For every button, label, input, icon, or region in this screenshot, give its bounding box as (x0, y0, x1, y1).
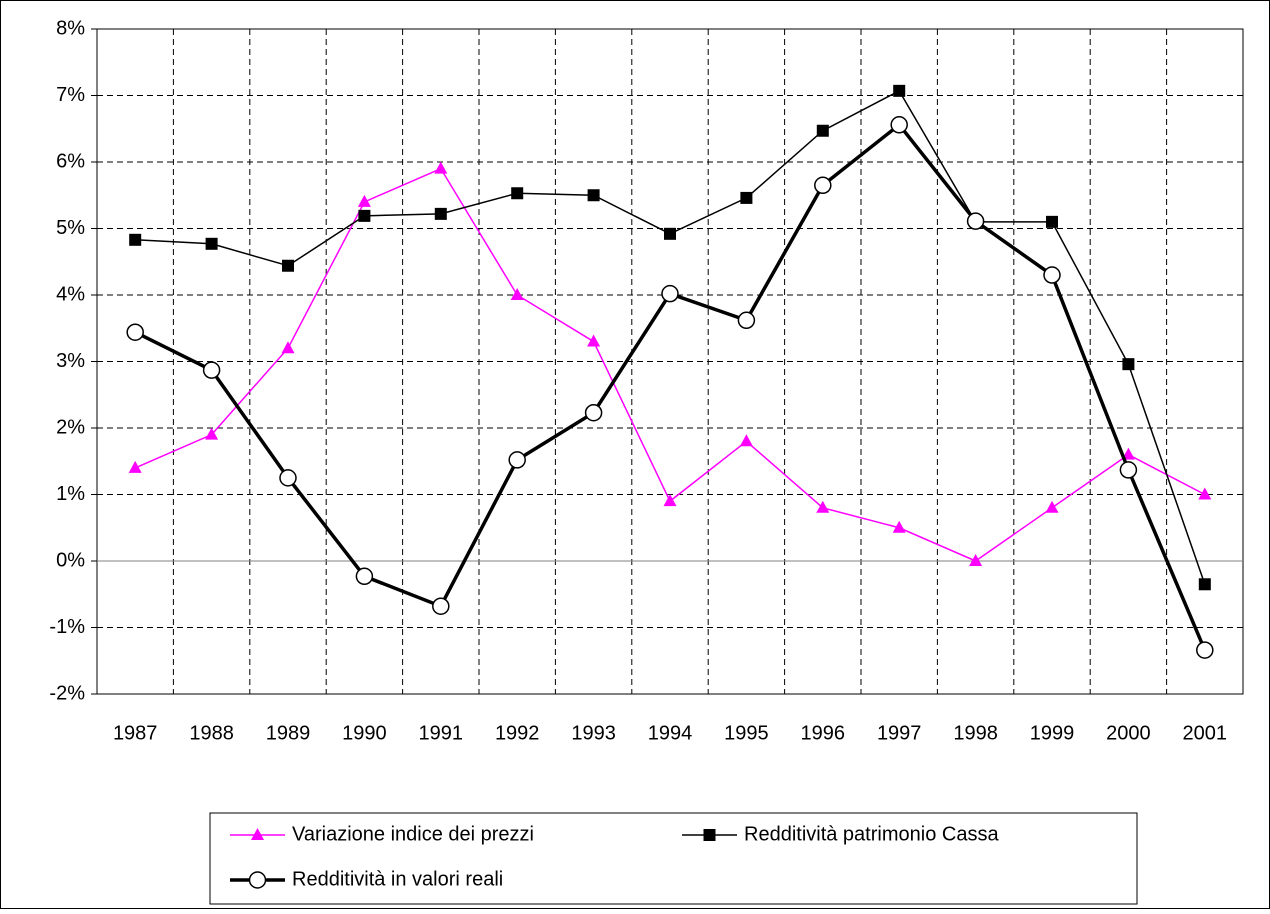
point (816, 500, 830, 513)
y-tick-label: 6% (56, 150, 85, 172)
point (584, 403, 603, 422)
point (128, 460, 142, 473)
x-tick-label: 1992 (495, 722, 540, 744)
point (205, 237, 218, 250)
point (357, 194, 371, 207)
point (1119, 461, 1138, 479)
y-tick-label: -1% (49, 616, 85, 638)
x-tick-label: 1993 (571, 722, 616, 744)
point (664, 227, 676, 240)
point (969, 554, 983, 566)
x-tick-label: 1995 (724, 722, 769, 744)
point (205, 427, 219, 440)
legend-marker (251, 828, 264, 840)
point (1043, 266, 1061, 284)
point (1198, 578, 1211, 591)
point (739, 434, 753, 447)
point (508, 451, 526, 469)
x-tick-label: 1999 (1030, 722, 1075, 744)
point (358, 209, 371, 222)
x-tick-label: 1987 (113, 722, 158, 744)
point (511, 187, 524, 200)
point (816, 124, 829, 137)
point (663, 494, 677, 507)
y-tick-label: 8% (56, 17, 85, 39)
y-tick-label: 5% (56, 217, 85, 239)
point (202, 361, 221, 379)
point (510, 288, 524, 300)
y-tick-label: 1% (56, 483, 85, 505)
x-tick-label: 2000 (1106, 722, 1151, 744)
x-tick-label: 1996 (801, 722, 846, 744)
legend-label: Redditività patrimonio Cassa (744, 823, 999, 845)
y-tick-label: 0% (56, 549, 85, 571)
y-tick-label: 3% (56, 350, 85, 372)
point (890, 116, 908, 134)
point (893, 84, 906, 97)
point (814, 176, 832, 195)
y-tick-label: 2% (56, 416, 85, 438)
x-tick-label: 1991 (419, 722, 464, 744)
point (129, 233, 142, 246)
point (432, 597, 450, 615)
legend-label: Variazione indice dei prezzi (292, 823, 534, 845)
point (892, 520, 906, 533)
x-tick-label: 2001 (1183, 722, 1228, 744)
x-tick-label: 1998 (953, 722, 998, 744)
point (966, 212, 985, 230)
point (740, 191, 753, 204)
point (434, 207, 447, 220)
point (279, 469, 297, 487)
legend-marker (248, 871, 267, 889)
point (1196, 641, 1214, 659)
point (1198, 487, 1212, 500)
x-tick-label: 1990 (342, 722, 387, 744)
legend-label: Redditività in valori reali (292, 868, 503, 890)
point (1121, 447, 1135, 460)
y-tick-label: 7% (56, 84, 85, 106)
y-tick-label: 4% (56, 283, 85, 305)
point (1045, 500, 1059, 513)
point (587, 189, 600, 202)
y-tick-label: -2% (49, 682, 85, 704)
x-tick-label: 1989 (266, 722, 311, 744)
point (1046, 215, 1058, 228)
x-tick-label: 1988 (189, 722, 234, 744)
legend-box (209, 812, 1138, 905)
point (434, 161, 448, 174)
x-tick-label: 1994 (648, 722, 693, 744)
legend-marker (703, 829, 716, 841)
point (1122, 358, 1135, 371)
point (587, 334, 601, 347)
point (126, 323, 144, 341)
point (737, 311, 756, 330)
point (282, 259, 294, 272)
point (661, 284, 679, 303)
x-tick-label: 1997 (877, 722, 922, 744)
point (281, 341, 295, 354)
point (355, 567, 374, 586)
